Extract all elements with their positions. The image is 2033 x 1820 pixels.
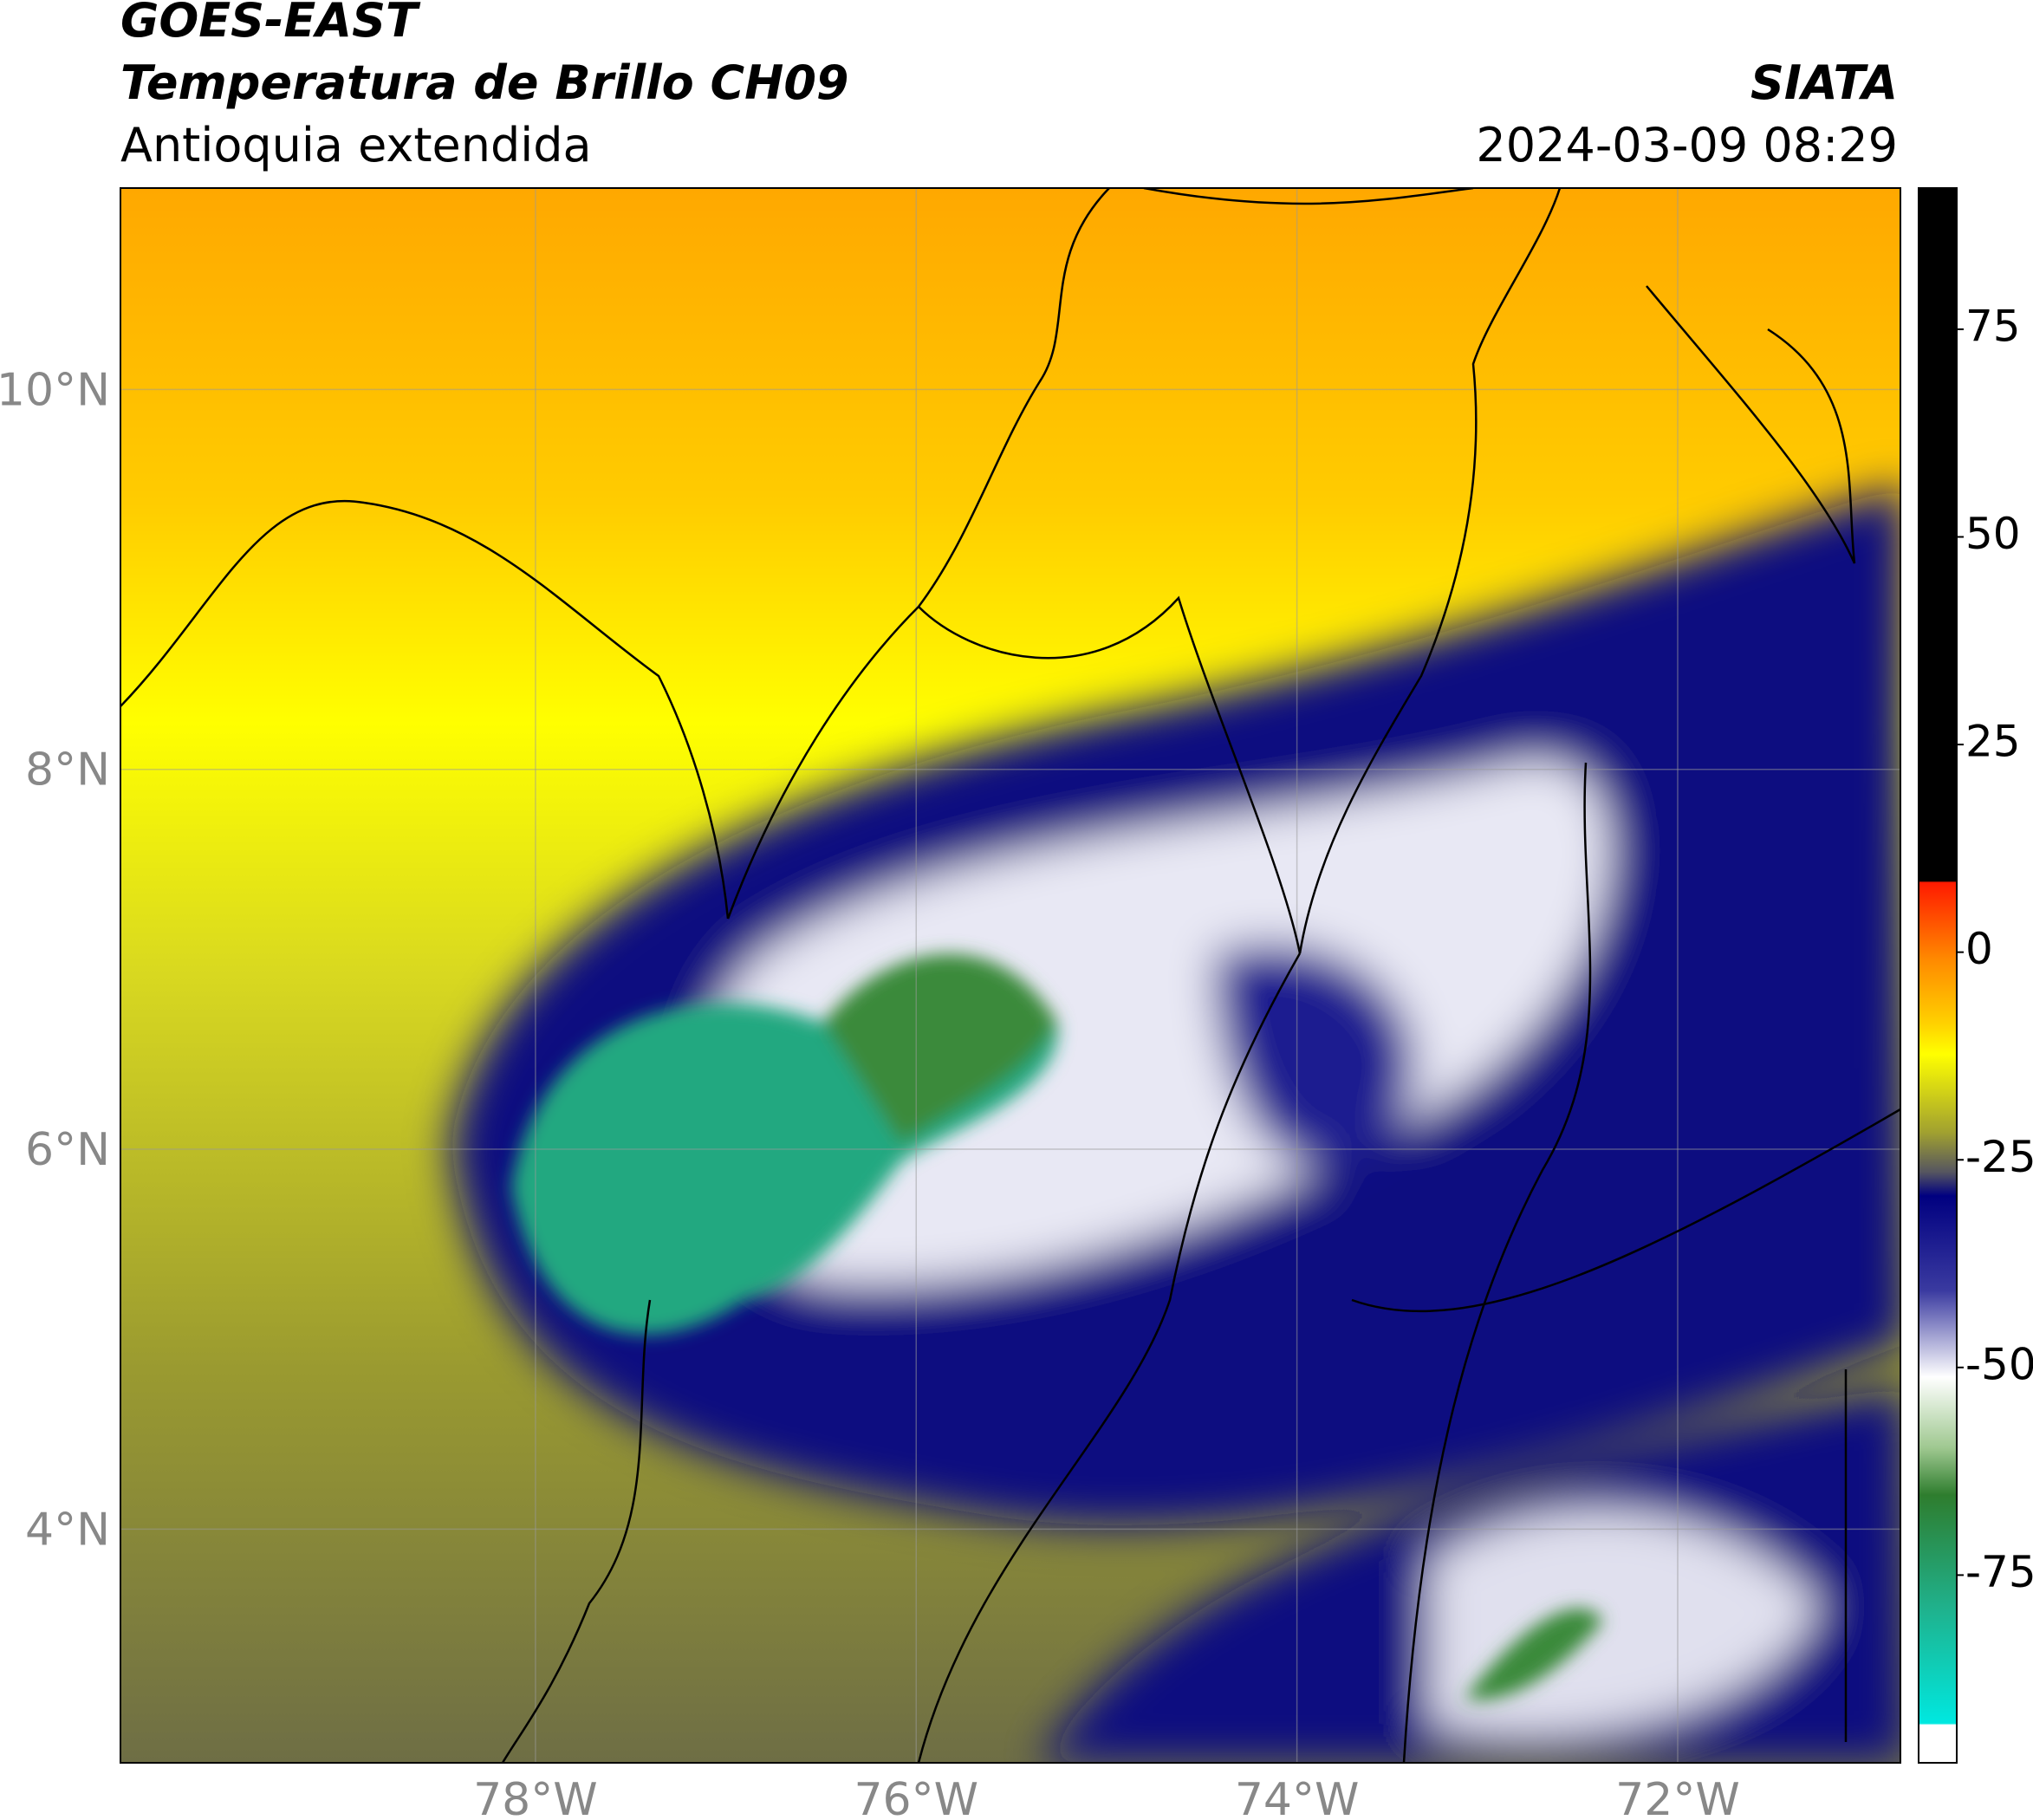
borders: [120, 188, 1900, 1763]
colorbar-tick-label: 0: [1965, 924, 1993, 974]
x-tick-label: 76°W: [854, 1774, 978, 1820]
y-tick-label: 4°N: [25, 1504, 110, 1556]
y-tick-label: 8°N: [25, 744, 110, 796]
colorbar-tick-label: -50: [1965, 1339, 2033, 1389]
datetime: 2024-03-09 08:29: [1476, 118, 1898, 172]
colorbar-tick-label: 25: [1965, 717, 2021, 767]
colorbar: [1918, 187, 1958, 1764]
y-tick-label: 6°N: [25, 1124, 110, 1176]
colorbar-tick-label: 75: [1965, 301, 2021, 351]
x-tick-label: 72°W: [1615, 1774, 1740, 1820]
y-tick-label: 10°N: [0, 364, 110, 416]
x-tick-label: 78°W: [473, 1774, 598, 1820]
region: Antioquia extendida: [120, 118, 592, 172]
agency: SIATA: [1750, 55, 1898, 110]
map-frame: [120, 187, 1901, 1764]
title: GOES-EAST: [120, 0, 421, 48]
colorbar-tick-label: 50: [1965, 509, 2021, 559]
subtitle: Temperatura de Brillo CH09: [120, 55, 849, 110]
colorbar-tick-label: -75: [1965, 1547, 2033, 1597]
x-tick-label: 74°W: [1235, 1774, 1360, 1820]
colorbar-tick-label: -25: [1965, 1132, 2033, 1182]
map-image: [120, 188, 1900, 1763]
